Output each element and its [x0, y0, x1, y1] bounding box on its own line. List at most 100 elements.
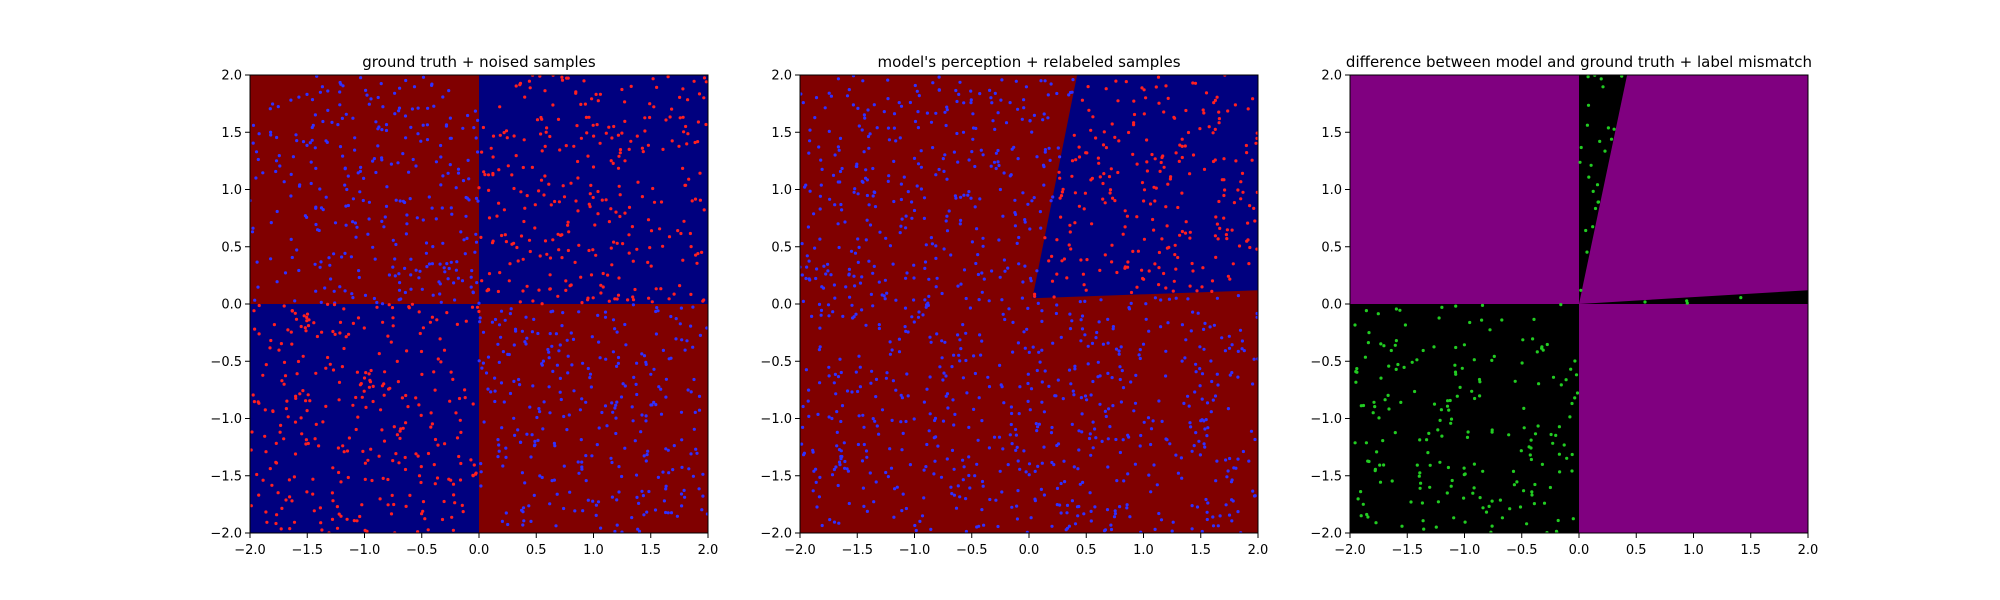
sample-point [591, 248, 595, 252]
sample-point [367, 385, 371, 389]
sample-point [500, 426, 504, 430]
sample-point [391, 265, 395, 269]
sample-point [417, 276, 421, 280]
sample-point [1453, 363, 1457, 367]
sample-point [1188, 172, 1192, 176]
sample-point [591, 296, 595, 300]
sample-point [372, 157, 376, 161]
sample-point [569, 283, 573, 287]
sample-point [991, 119, 995, 123]
sample-point [558, 376, 563, 380]
sample-point [305, 409, 309, 413]
sample-point [282, 180, 286, 184]
sample-point [1017, 262, 1021, 266]
sample-point [1016, 157, 1020, 161]
sample-point [644, 414, 648, 418]
sample-point [945, 229, 950, 233]
sample-point [276, 491, 280, 495]
sample-point [362, 326, 366, 330]
sample-point [520, 329, 525, 333]
sample-point [532, 444, 537, 448]
sample-point [1381, 439, 1385, 443]
sample-point [897, 337, 902, 341]
sample-point [456, 276, 460, 280]
sample-point [981, 153, 985, 157]
x-tick-label: −2.0 [784, 543, 816, 558]
sample-point [840, 208, 844, 212]
sample-point [1070, 159, 1075, 163]
sample-point [1529, 438, 1533, 442]
sample-point [579, 136, 584, 140]
sample-point [1239, 180, 1243, 184]
sample-point [1426, 451, 1430, 455]
sample-point [1050, 279, 1055, 283]
sample-point [457, 454, 461, 459]
sample-point [692, 377, 696, 382]
sample-point [1140, 181, 1145, 185]
sample-point [621, 382, 625, 386]
sample-point [382, 225, 386, 229]
sample-point [577, 243, 581, 247]
sample-point [865, 455, 869, 459]
sample-point [815, 267, 819, 271]
sample-point [855, 164, 859, 169]
sample-point [1048, 158, 1052, 162]
sample-point [446, 277, 450, 281]
sample-point [1188, 284, 1192, 288]
sample-point [405, 222, 409, 226]
sample-point [528, 86, 532, 90]
sample-point [1028, 119, 1032, 123]
sample-point [439, 155, 443, 159]
sample-point [531, 299, 535, 303]
sample-point [874, 377, 879, 381]
sample-point [1394, 339, 1398, 343]
sample-point [1085, 258, 1089, 262]
sample-point [994, 151, 999, 155]
sample-point [702, 208, 706, 212]
sample-point [513, 433, 517, 437]
sample-point [616, 133, 621, 137]
sample-point [1027, 350, 1031, 354]
sample-point [644, 459, 648, 463]
sample-point [980, 508, 984, 512]
sample-points [250, 75, 708, 533]
x-tick-label: 1.0 [1683, 543, 1704, 558]
sample-point [1172, 115, 1176, 119]
y-tick-label: 1.0 [771, 183, 792, 198]
sample-point [1215, 296, 1219, 300]
sample-point [1531, 337, 1535, 341]
sample-point [560, 78, 565, 82]
sample-point [313, 437, 317, 441]
sample-point [1234, 159, 1238, 163]
y-tick-label: 1.0 [221, 183, 242, 198]
sample-point [981, 484, 985, 488]
sample-point [538, 474, 542, 478]
sample-point [850, 303, 854, 307]
sample-point [397, 298, 401, 302]
sample-point [1152, 228, 1156, 232]
sample-point [931, 146, 935, 150]
sample-point [912, 417, 916, 421]
sample-point [408, 197, 412, 201]
sample-point [670, 107, 674, 111]
sample-point [407, 170, 411, 174]
sample-point [1091, 420, 1095, 424]
sample-point [819, 313, 823, 317]
sample-point [1178, 143, 1182, 147]
sample-point [344, 223, 348, 227]
sample-point [428, 320, 432, 324]
sample-point [800, 442, 804, 446]
sample-point [637, 529, 642, 533]
sample-point [1018, 385, 1022, 389]
sample-point [1225, 237, 1229, 241]
sample-point [1386, 393, 1390, 397]
sample-point [827, 365, 831, 369]
sample-point [1359, 490, 1363, 494]
sample-point [652, 400, 656, 404]
sample-point [319, 521, 323, 525]
sample-point [304, 438, 308, 442]
sample-point [561, 311, 565, 315]
sample-point [265, 520, 269, 524]
sample-point [904, 226, 908, 230]
sample-point [664, 510, 668, 515]
